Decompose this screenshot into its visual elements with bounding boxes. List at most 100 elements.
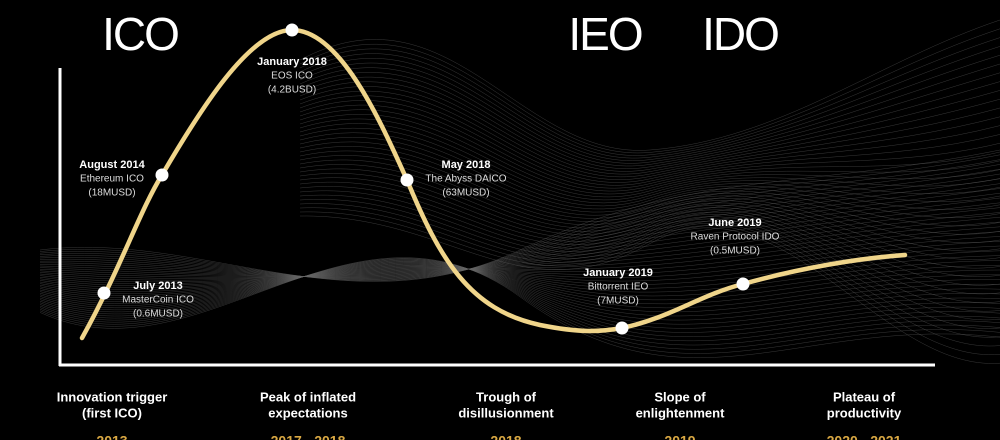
mesh-line bbox=[299, 118, 1000, 197]
heading: IDO bbox=[702, 8, 778, 60]
phase-label: (first ICO) bbox=[82, 405, 142, 420]
milestone-amount: (7MUSD) bbox=[597, 296, 639, 307]
mesh-line bbox=[299, 86, 1000, 178]
mesh-line bbox=[299, 190, 1000, 312]
hype-curve bbox=[79, 27, 908, 341]
mesh-line bbox=[299, 159, 1000, 252]
heading: IEO bbox=[568, 8, 641, 60]
mesh-line bbox=[299, 182, 1000, 295]
milestone-name: The Abyss DAICO bbox=[425, 174, 506, 185]
mesh-line bbox=[39, 265, 1000, 301]
milestone-name: MasterCoin ICO bbox=[122, 295, 194, 306]
mesh-line bbox=[39, 245, 1000, 290]
mesh-line bbox=[39, 183, 1000, 279]
mesh-line bbox=[299, 215, 1000, 364]
mesh-line bbox=[299, 28, 1000, 154]
phase-label: Plateau of bbox=[833, 389, 896, 404]
mesh-line bbox=[39, 263, 1000, 313]
milestone-date: January 2018 bbox=[257, 56, 327, 68]
milestone-name: EOS ICO bbox=[271, 71, 313, 82]
phase-label: Slope of bbox=[654, 389, 706, 404]
mesh-line bbox=[299, 127, 1000, 204]
mesh-line bbox=[39, 207, 1000, 277]
milestone-dot bbox=[285, 23, 299, 37]
mesh-line bbox=[39, 240, 1000, 288]
mesh-line bbox=[299, 141, 1000, 218]
mesh-line bbox=[39, 202, 1000, 277]
mesh-line bbox=[39, 261, 1000, 329]
milestone-dot bbox=[400, 173, 414, 187]
mesh-line bbox=[299, 46, 1000, 159]
mesh-line bbox=[299, 132, 1000, 207]
mesh-line bbox=[299, 76, 1000, 172]
phase-year: 2017 - 2018 bbox=[271, 433, 346, 440]
mesh-line bbox=[39, 257, 1000, 358]
phase-label: Peak of inflated bbox=[260, 389, 356, 404]
mesh-line bbox=[299, 67, 1000, 167]
mesh-line bbox=[299, 109, 1000, 192]
phase-year: 2020 - 2021 bbox=[827, 433, 902, 440]
milestone-dot bbox=[97, 286, 111, 300]
phase-label: Trough of bbox=[476, 389, 537, 404]
mesh-line bbox=[299, 155, 1000, 243]
mesh-line bbox=[299, 150, 1000, 235]
mesh-line bbox=[39, 260, 1000, 337]
mesh-line bbox=[39, 262, 1000, 321]
mesh-line bbox=[39, 264, 1000, 298]
milestone-date: January 2019 bbox=[583, 267, 653, 279]
milestone-date: May 2018 bbox=[442, 159, 491, 171]
mesh-line bbox=[39, 260, 1000, 333]
heading: ICO bbox=[102, 8, 178, 60]
phase-year: 2013 bbox=[96, 433, 127, 440]
milestone-amount: (4.2BUSD) bbox=[268, 85, 316, 96]
mesh-line bbox=[299, 123, 1000, 201]
mesh-line bbox=[39, 221, 1000, 281]
mesh-line bbox=[299, 114, 1000, 195]
milestone-amount: (63MUSD) bbox=[442, 188, 489, 199]
mesh-line bbox=[299, 146, 1000, 227]
phase-label: productivity bbox=[827, 405, 902, 420]
mesh-line bbox=[39, 178, 1000, 279]
mesh-line bbox=[39, 231, 1000, 285]
background-mesh bbox=[39, 19, 1000, 364]
mesh-line bbox=[299, 81, 1000, 175]
phase-label: enlightenment bbox=[636, 405, 726, 420]
mesh-line bbox=[299, 91, 1000, 180]
mesh-line bbox=[39, 264, 1000, 309]
milestone-name: Ethereum ICO bbox=[80, 174, 144, 185]
mesh-line bbox=[299, 194, 1000, 321]
mesh-line bbox=[39, 263, 1000, 317]
phase-label: Innovation trigger bbox=[57, 389, 168, 404]
mesh-line bbox=[299, 168, 1000, 269]
phase-year: 2019 bbox=[664, 433, 695, 440]
mesh-line bbox=[299, 95, 1000, 183]
mesh-line bbox=[39, 260, 1000, 296]
mesh-line bbox=[39, 168, 1000, 280]
mesh-line bbox=[299, 100, 1000, 186]
mesh-line bbox=[299, 54, 1000, 161]
milestone-date: August 2014 bbox=[79, 159, 145, 171]
mesh-line bbox=[39, 255, 1000, 294]
phase-label: disillusionment bbox=[458, 405, 554, 420]
mesh-line bbox=[299, 186, 1000, 303]
milestone-name: Raven Protocol IDO bbox=[691, 232, 780, 243]
mesh-line bbox=[299, 104, 1000, 189]
mesh-line bbox=[299, 72, 1000, 169]
mesh-line bbox=[39, 149, 1000, 282]
mesh-line bbox=[39, 259, 1000, 342]
milestone-dot bbox=[615, 321, 629, 335]
mesh-line bbox=[39, 154, 1000, 282]
milestone-dot bbox=[736, 277, 750, 291]
mesh-line bbox=[39, 258, 1000, 350]
phase-year: 2018 bbox=[490, 433, 521, 440]
phase-label: expectations bbox=[268, 405, 347, 420]
milestone-name: Bittorrent IEO bbox=[588, 282, 649, 293]
mesh-line bbox=[39, 197, 1000, 277]
mesh-line bbox=[39, 226, 1000, 283]
mesh-line bbox=[299, 177, 1000, 286]
mesh-line bbox=[39, 264, 1000, 305]
mesh-line bbox=[39, 216, 1000, 279]
mesh-line bbox=[39, 173, 1000, 280]
mesh-line bbox=[39, 262, 1000, 325]
